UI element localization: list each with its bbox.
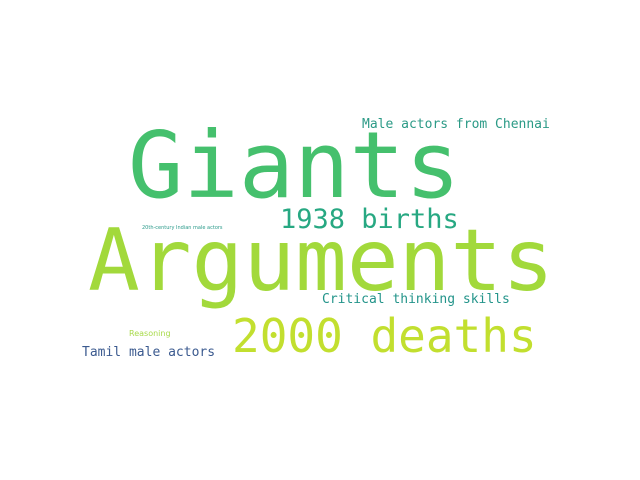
word-male-actors-from-chennai: Male actors from Chennai	[362, 117, 550, 132]
word-arguments: Arguments	[88, 211, 554, 311]
word-20th-century-indian-male-actors: 20th-century Indian male actors	[142, 225, 223, 231]
word-critical-thinking-skills: Critical thinking skills	[322, 292, 510, 307]
word-reasoning: Reasoning	[129, 329, 171, 338]
word-tamil-male-actors: Tamil male actors	[82, 345, 216, 360]
word-1938-births: 1938 births	[280, 204, 459, 235]
word-2000-deaths: 2000 deaths	[232, 309, 537, 363]
word-giants: Giants	[128, 112, 461, 219]
